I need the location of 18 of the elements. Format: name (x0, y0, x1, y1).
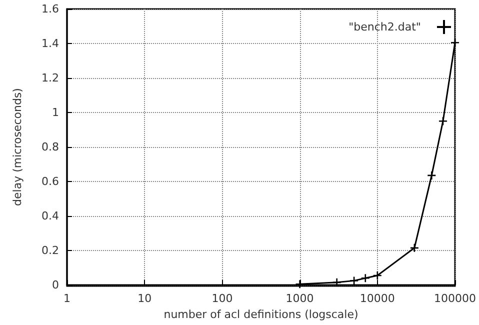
y-axis-title: delay (microseconds) (11, 88, 24, 206)
x-tick-label: 100 (212, 292, 233, 305)
y-tick-label: 1.4 (42, 37, 59, 50)
x-tick-label: 100000 (434, 292, 476, 305)
legend-label: "bench2.dat" (348, 20, 421, 34)
x-tick-label: 1000 (286, 292, 314, 305)
x-axis-title: number of acl definitions (logscale) (164, 308, 358, 321)
y-tick-label: 0.8 (42, 140, 59, 154)
y-tick-label: 1.6 (42, 2, 59, 16)
y-tick-label: 1.2 (42, 72, 59, 84)
x-tick-label: 10 (138, 292, 152, 305)
y-tick-label: 0.6 (42, 175, 59, 188)
y-tick-label: 0.2 (42, 244, 59, 257)
x-tick-label: 1 (64, 292, 70, 305)
y-tick-label: 0 (52, 278, 59, 292)
y-tick-label: 1 (52, 106, 59, 119)
x-tick-label: 10000 (360, 292, 395, 305)
y-tick-label: 0.4 (42, 210, 59, 222)
